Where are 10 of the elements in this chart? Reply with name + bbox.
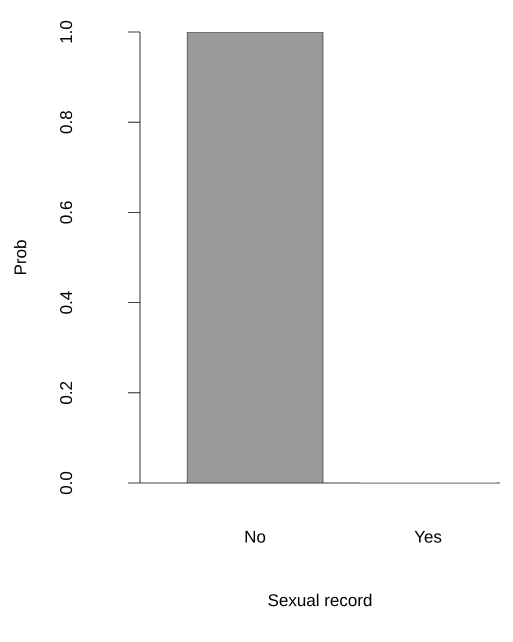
y-tick-label: 1.0 [60,20,72,43]
x-tick-label: Yes [414,530,442,543]
y-axis-title: Prob [14,240,26,274]
y-tick-label: 0.0 [60,472,72,494]
x-tick-label: No [246,530,266,543]
y-tick-label: 0.4 [60,291,72,314]
y-tick-label: 0.6 [60,201,72,224]
y-tick-label: 0.8 [60,111,72,134]
y-tick-label: 0.2 [60,382,72,404]
x-axis-title: Sexual record [268,594,372,606]
